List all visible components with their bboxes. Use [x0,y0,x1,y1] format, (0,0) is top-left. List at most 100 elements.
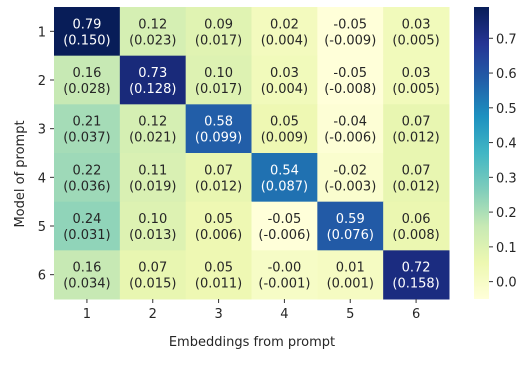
heatmap-cells [54,7,450,300]
colorbar [474,7,489,299]
cell-annotation: (0.150) [63,33,110,48]
cell-annotation: (-0.006) [258,228,310,243]
colorbar-tick-label: 0.6 [496,67,517,82]
y-tick-label: 2 [38,74,46,89]
cell-annotation: (-0.009) [324,33,376,48]
cell-annotation: (0.017) [195,33,242,48]
cell-annotation: (0.021) [129,131,176,146]
heatmap-cell [317,153,384,203]
heatmap-cell [185,153,252,203]
cell-annotation: (0.037) [63,131,110,146]
x-axis-label: Embeddings from prompt [169,335,335,350]
y-tick-label: 1 [38,25,46,40]
heatmap-cell [317,250,384,300]
heatmap-cell [185,250,252,300]
y-tick-label: 6 [38,269,46,284]
cell-annotations: 0.79(0.150)0.12(0.023)0.09(0.017)0.02(0.… [63,17,440,291]
cell-annotation: 0.21 [72,115,101,130]
colorbar-tick-label: 0.3 [496,171,517,186]
cell-annotation: (0.076) [327,228,374,243]
cell-annotation: 0.10 [138,212,167,227]
cell-annotation: (0.008) [392,228,439,243]
y-tick-label: 3 [38,123,46,138]
colorbar-ticks: 0.0 0.1 0.2 0.3 0.4 0.5 0.6 0.7 [489,32,517,291]
cell-annotation: 0.11 [138,163,167,178]
x-tick-label: 5 [346,307,354,322]
cell-annotation: 0.24 [72,212,101,227]
heatmap-cell [383,250,450,300]
x-tick-label: 1 [83,307,91,322]
heatmap-cell [383,104,450,154]
y-axis-ticks: 1 2 3 4 5 6 [38,25,54,284]
cell-annotation: -0.00 [268,261,302,276]
cell-annotation: 0.12 [138,115,167,130]
heatmap-cell [119,7,187,57]
cell-annotation: 0.09 [204,17,233,32]
heatmap-cell [383,153,450,203]
cell-annotation: (0.013) [129,228,176,243]
cell-annotation: (0.128) [129,82,176,97]
cell-annotation: (0.005) [392,33,439,48]
cell-annotation: 0.05 [204,261,233,276]
cell-annotation: (0.023) [129,33,176,48]
cell-annotation: (0.001) [327,277,374,292]
cell-annotation: 0.03 [402,66,431,81]
cell-annotation: (0.019) [129,179,176,194]
cell-annotation: 0.05 [204,212,233,227]
cell-annotation: (0.005) [392,82,439,97]
cell-annotation: 0.54 [270,163,299,178]
colorbar-tick-label: 0.5 [496,102,517,117]
heatmap-cell [317,201,384,251]
cell-annotation: 0.01 [336,261,365,276]
cell-annotation: (-0.001) [258,277,310,292]
cell-annotation: (0.036) [63,179,110,194]
colorbar-tick-label: 0.0 [496,276,517,291]
cell-annotation: (0.087) [261,179,308,194]
heatmap-cell [251,250,318,300]
heatmap-cell [54,104,121,154]
y-tick-label: 5 [38,220,46,235]
cell-annotation: (0.012) [195,179,242,194]
heatmap-cell [119,55,187,105]
cell-annotation: (0.006) [195,228,242,243]
heatmap-cell [383,55,450,105]
cell-annotation: -0.05 [333,66,367,81]
cell-annotation: 0.07 [402,163,431,178]
cell-annotation: (0.158) [392,277,439,292]
heatmap-cell [251,201,318,251]
cell-annotation: 0.07 [402,115,431,130]
cell-annotation: (0.034) [63,277,110,292]
y-axis-label: Model of prompt [13,120,28,227]
y-tick-label: 4 [38,171,46,186]
cell-annotation: (0.017) [195,82,242,97]
heatmap-cell [185,201,252,251]
cell-annotation: 0.16 [72,261,101,276]
heatmap-cell [185,7,252,57]
cell-annotation: 0.22 [72,163,101,178]
cell-annotation: -0.04 [333,115,367,130]
heatmap-cell [317,7,384,57]
x-tick-label: 2 [149,307,157,322]
cell-annotation: (0.004) [261,82,308,97]
cell-annotation: 0.02 [270,17,299,32]
cell-annotation: (0.009) [261,131,308,146]
heatmap-cell [119,250,187,300]
cell-annotation: (-0.008) [324,82,376,97]
heatmap-cell [317,104,384,154]
heatmap-cell [251,55,318,105]
cell-annotation: (-0.006) [324,131,376,146]
cell-annotation: -0.05 [333,17,367,32]
heatmap-cell [54,250,121,300]
heatmap-cell [251,7,318,57]
heatmap-cell [185,55,252,105]
cell-annotation: 0.12 [138,17,167,32]
cell-annotation: 0.58 [204,115,233,130]
cell-annotation: 0.79 [72,17,101,32]
colorbar-tick-label: 0.2 [496,206,517,221]
cell-annotation: 0.07 [204,163,233,178]
heatmap-cell [54,201,121,251]
cell-annotation: 0.03 [402,17,431,32]
cell-annotation: 0.05 [270,115,299,130]
heatmap-cell [251,104,318,154]
cell-annotation: 0.10 [204,66,233,81]
